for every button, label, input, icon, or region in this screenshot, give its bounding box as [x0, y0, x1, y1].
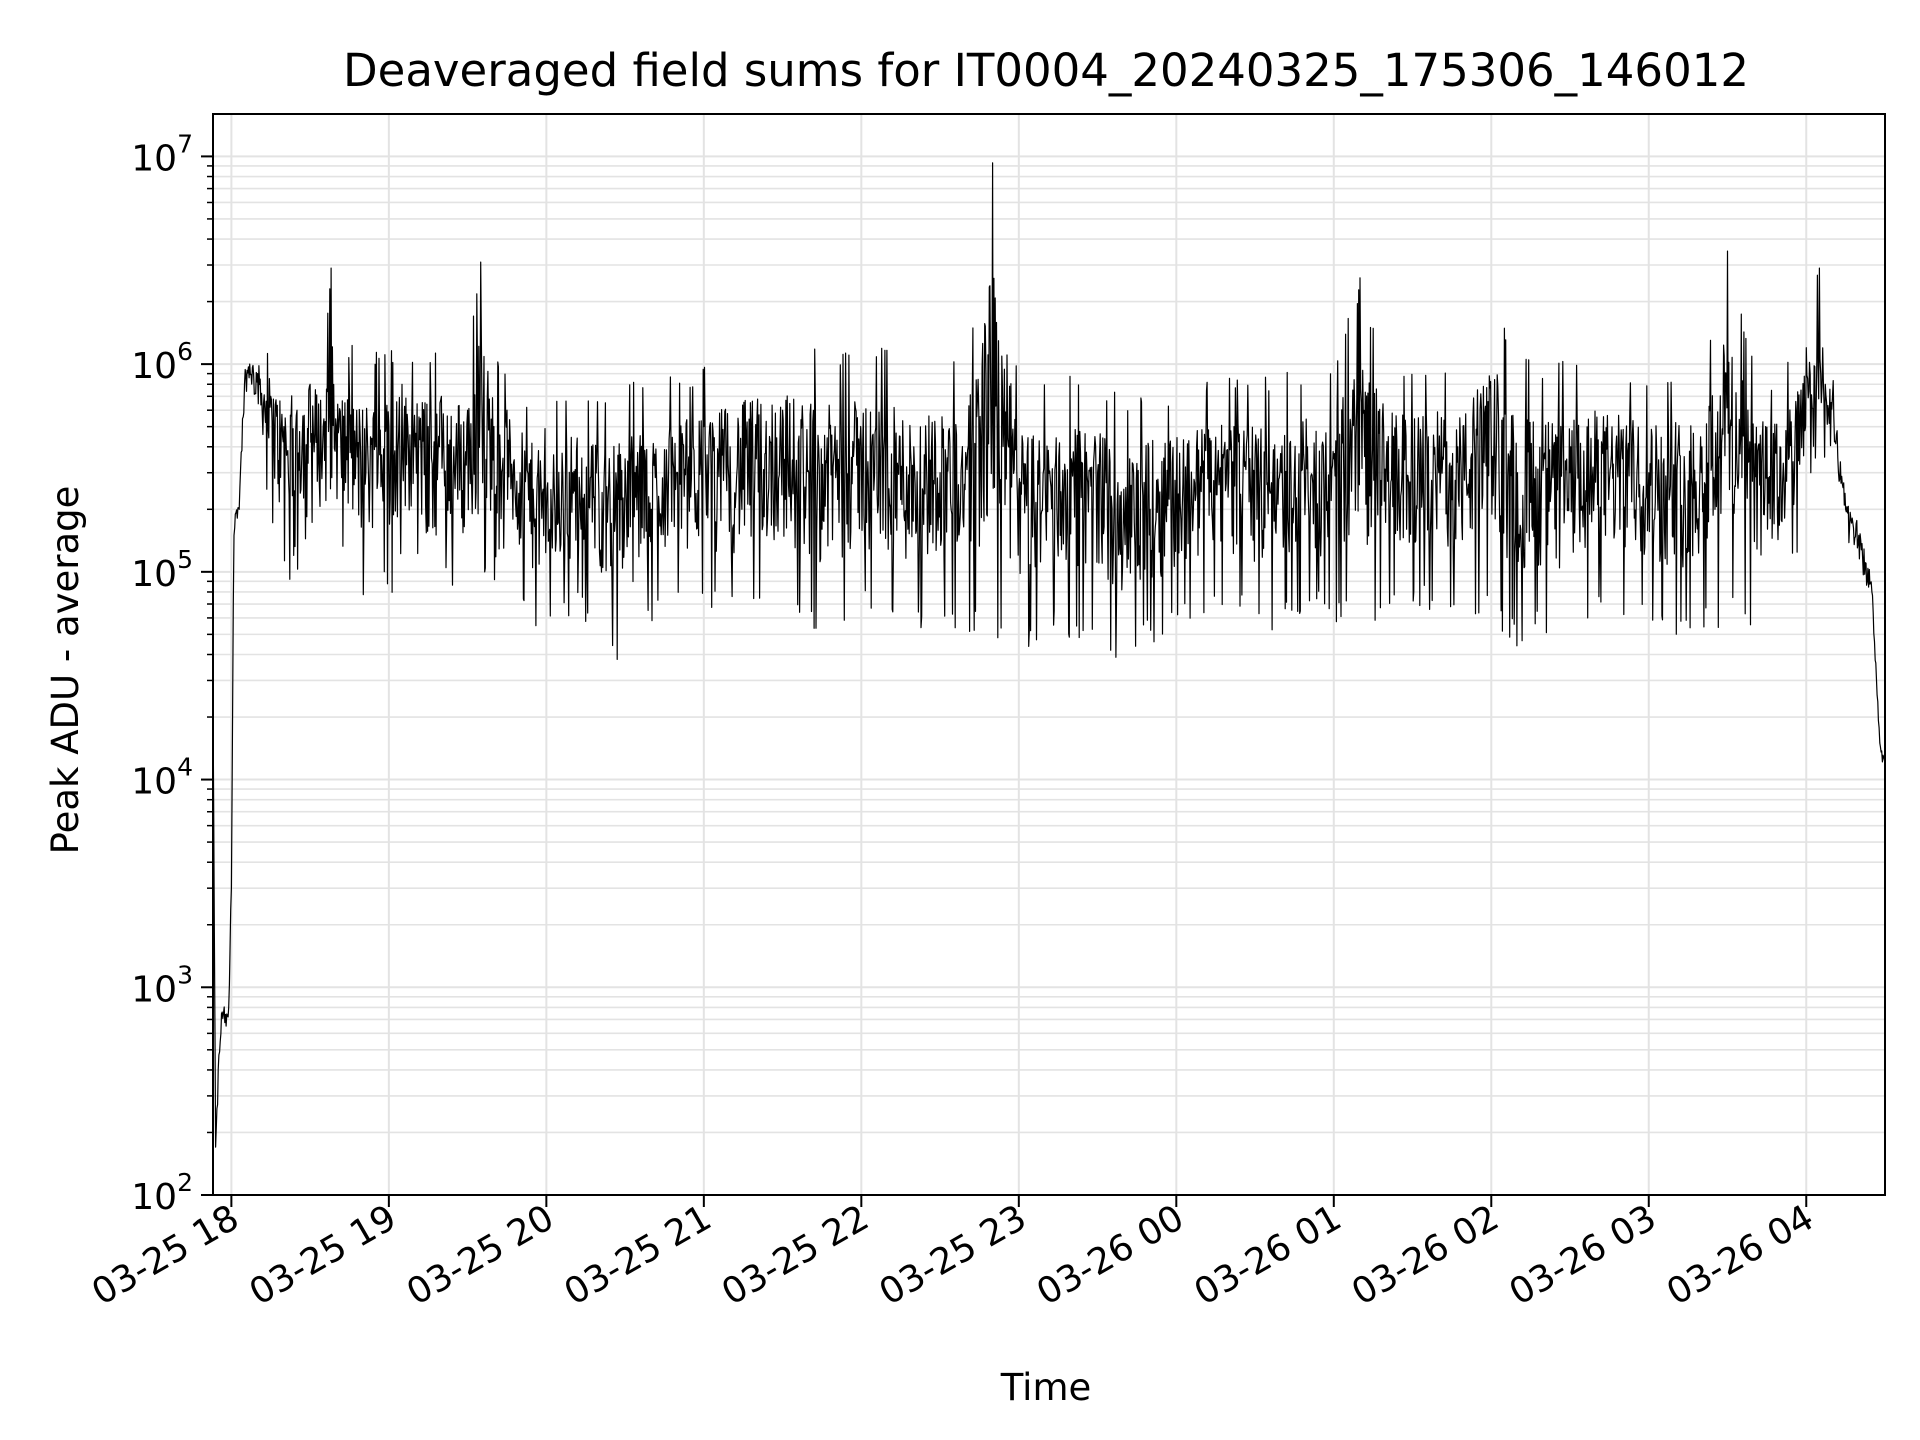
- grid: [213, 114, 1885, 1196]
- y-tick-label: 103: [131, 960, 193, 1010]
- y-tick-label: 104: [131, 753, 193, 803]
- y-tick-label: 107: [131, 129, 193, 179]
- x-axis-label: Time: [1000, 1366, 1092, 1409]
- series-group: [212, 162, 1886, 1148]
- y-tick-label: 102: [131, 1168, 193, 1218]
- y-axis-label: Peak ADU - average: [44, 486, 87, 855]
- y-ticks: 102 103 104 105 106 107: [131, 129, 213, 1218]
- y-tick-label: 105: [131, 545, 193, 595]
- chart-title: Deaveraged field sums for IT0004_2024032…: [343, 44, 1749, 97]
- y-tick-label: 106: [131, 337, 193, 387]
- series-line: [212, 162, 1886, 1148]
